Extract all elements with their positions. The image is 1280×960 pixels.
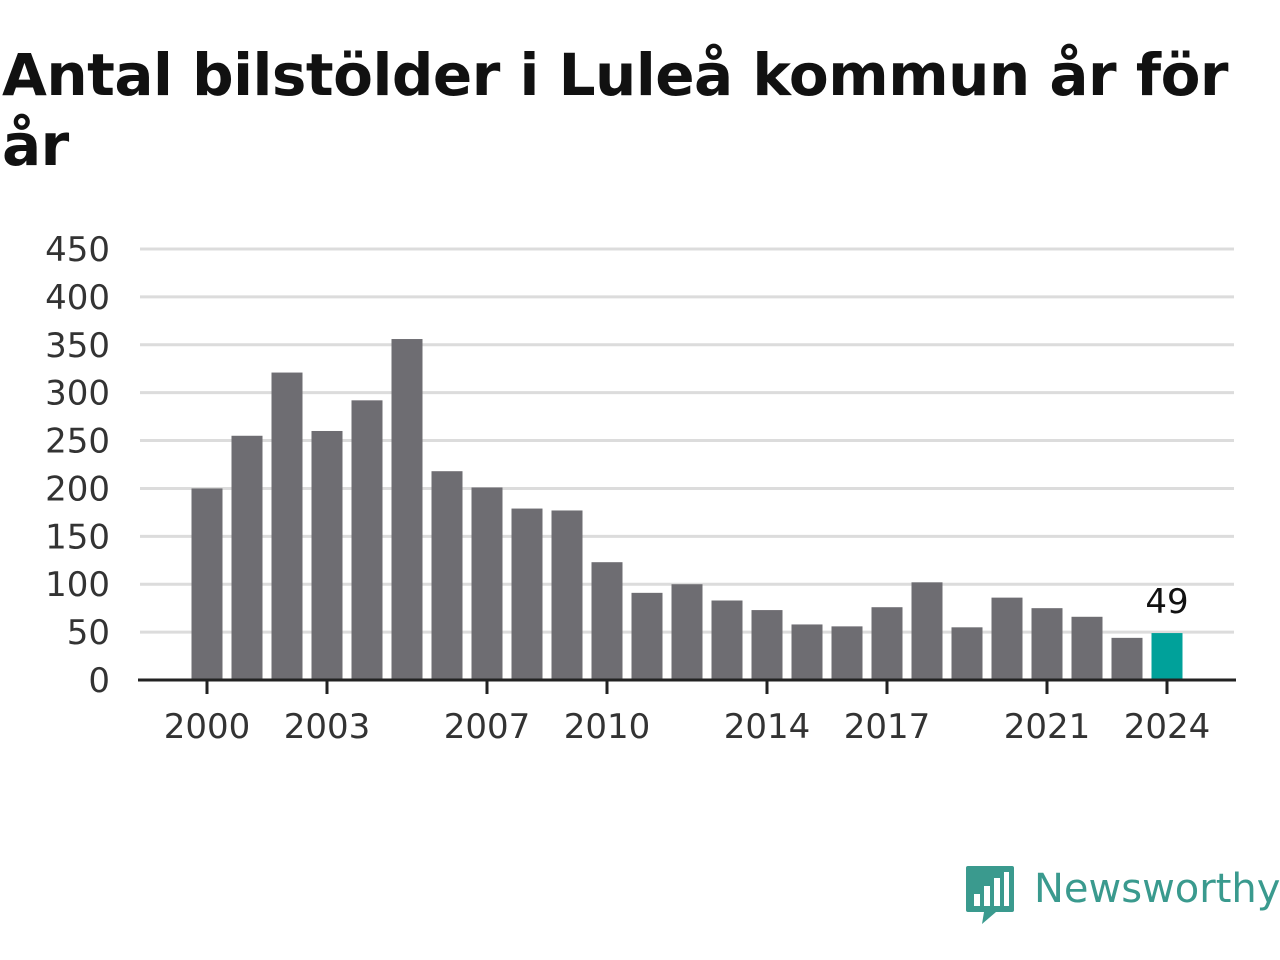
- bar-2023: [1111, 637, 1143, 680]
- y-tick-label: 150: [45, 517, 110, 557]
- bar-2006: [431, 471, 463, 680]
- y-tick-label: 200: [45, 469, 110, 509]
- bar-chart: 0 50 100 150 200 250 300 350 400 450 2000 2003 2007…: [45, 230, 1236, 747]
- x-tick-label: 2007: [444, 707, 531, 747]
- bar-2015: [791, 624, 823, 680]
- bar-2010: [591, 562, 623, 680]
- y-tick-label: 100: [45, 565, 110, 605]
- y-tick-label: 400: [45, 278, 110, 318]
- y-tick-label: 0: [88, 661, 110, 701]
- y-axis-ticks: 0 50 100 150 200 250 300 350 400 450: [45, 230, 110, 701]
- y-tick-label: 250: [45, 422, 110, 462]
- y-tick-label: 350: [45, 326, 110, 366]
- bar-2012: [671, 584, 703, 680]
- x-tick-label: 2017: [844, 707, 931, 747]
- value-label-2024: 49: [1145, 582, 1188, 622]
- x-tick-label: 2014: [724, 707, 811, 747]
- bar-2024: [1151, 633, 1183, 680]
- bar-2000: [191, 488, 223, 680]
- bar-2020: [991, 597, 1023, 680]
- bar-2011: [631, 592, 663, 680]
- bar-2018: [911, 582, 943, 680]
- bar-2004: [351, 400, 383, 680]
- y-tick-label: 50: [67, 613, 110, 653]
- value-labels: 49: [1145, 582, 1188, 622]
- bar-2016: [831, 626, 863, 680]
- newsworthy-logo-icon: [966, 866, 1014, 924]
- bar-2014: [751, 610, 783, 680]
- bar-2003: [311, 430, 343, 680]
- bar-2009: [551, 510, 583, 680]
- x-tick-label: 2000: [164, 707, 251, 747]
- bar-2021: [1031, 608, 1063, 680]
- bars: [191, 339, 1183, 680]
- bar-2008: [511, 508, 543, 680]
- bar-2013: [711, 600, 743, 680]
- bar-2001: [231, 435, 263, 680]
- brand-name: Newsworthy: [1034, 866, 1280, 912]
- x-tick-label: 2003: [284, 707, 371, 747]
- bar-2007: [471, 487, 503, 680]
- x-tick-label: 2010: [564, 707, 651, 747]
- grid-lines: [140, 247, 1234, 634]
- x-tick-label: 2021: [1004, 707, 1091, 747]
- bar-2002: [271, 372, 303, 680]
- bar-2019: [951, 627, 983, 680]
- bar-2005: [391, 339, 423, 680]
- bar-2022: [1071, 616, 1103, 680]
- y-tick-label: 450: [45, 230, 110, 270]
- chart-title: Antal bilstölder i Luleå kommun år för å…: [2, 41, 1229, 179]
- x-tick-label: 2024: [1124, 707, 1211, 747]
- bar-2017: [871, 607, 903, 680]
- y-tick-label: 300: [45, 374, 110, 414]
- x-axis-ticks: 2000 2003 2007 2010 2014 2017 2021 2024: [164, 680, 1211, 747]
